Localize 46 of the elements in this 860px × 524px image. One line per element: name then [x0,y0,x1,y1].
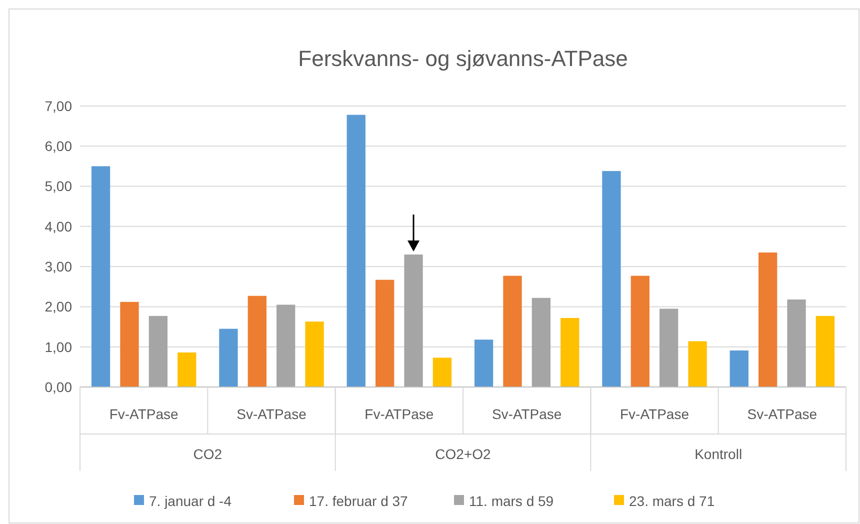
text: CO2 [193,446,222,462]
y-tick-label: 1,00 [44,338,72,355]
bar [532,298,550,387]
bar [432,358,452,387]
bar [148,316,168,387]
y-tick-label: 3,00 [44,258,72,274]
bar [120,302,139,387]
x-tick-label: Fv-ATPase [364,406,434,422]
bar [474,340,494,387]
x-tick-label: Sv-ATPase [492,406,562,422]
bar [91,166,110,387]
bar [219,328,238,387]
legend-label: 17. februar d 37 [309,492,408,509]
x-tick-label: Sv-ATPase [747,406,818,422]
bar [660,308,678,387]
bar [758,252,778,387]
bar [560,318,580,387]
x-tick-label: Fv-ATPase [109,406,179,422]
bar [630,276,650,387]
y-tick-label: 2,00 [44,298,72,315]
bar [276,304,296,387]
bar [346,114,366,387]
bar [178,352,196,387]
chart-title: Ferskvanns- og sjøvanns-ATPase [298,46,628,71]
bar [305,322,324,387]
y-tick-label: 0,00 [44,378,72,395]
bar [503,276,522,387]
bar [730,350,748,387]
x-tick-label: Fv-ATPase [620,406,690,422]
text: Kontroll [694,446,742,462]
bar [688,341,707,387]
bar [376,280,394,387]
y-tick-label: 6,00 [44,138,72,154]
y-tick-label: 5,00 [44,178,72,194]
y-tick-label: 7,00 [44,98,72,114]
bar [816,316,835,387]
legend-label: 11. mars d 59 [469,492,554,509]
legend-label: 7. januar d -4 [149,492,232,509]
bar [787,299,806,387]
bar [602,171,621,387]
legend-label: 23. mars d 71 [629,492,715,509]
text: CO2+O2 [435,446,492,462]
y-tick-label: 4,00 [44,218,72,234]
bar [404,254,423,387]
x-tick-label: Sv-ATPase [236,406,307,422]
bar [248,296,266,387]
